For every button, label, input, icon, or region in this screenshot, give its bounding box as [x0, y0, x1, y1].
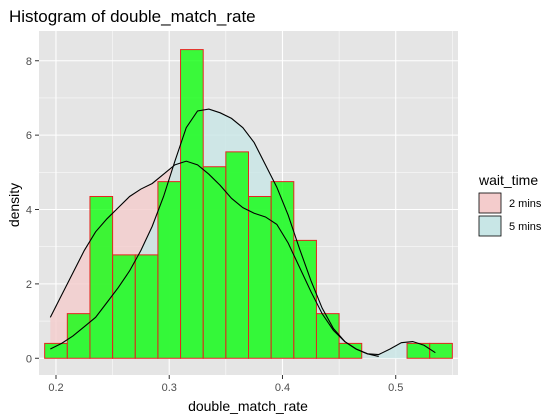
chart-title: Histogram of double_match_rate	[9, 7, 256, 26]
histogram-bar	[134, 254, 159, 359]
y-tick-label: 0	[26, 353, 32, 365]
histogram-bar	[202, 166, 227, 359]
x-tick-label: 0.3	[162, 382, 177, 394]
histogram-bars	[44, 49, 453, 359]
y-tick-label: 6	[26, 130, 32, 142]
density-line-2-mins	[49, 160, 379, 357]
x-tick-label: 0.4	[275, 382, 290, 394]
histogram-bar	[406, 342, 431, 359]
density-line-5-mins	[50, 108, 436, 356]
y-axis: 0 2 4 6 8	[26, 56, 39, 365]
legend-title: wait_time	[478, 172, 538, 188]
histogram-bar	[315, 313, 340, 359]
histogram-bar	[248, 195, 272, 359]
y-tick-label: 4	[26, 205, 32, 217]
histogram-bar	[225, 151, 250, 359]
histogram-bar	[293, 239, 317, 359]
histogram-bar	[66, 313, 91, 359]
x-axis-title: double_match_rate	[188, 398, 308, 414]
legend: wait_time 2 mins 5 mins	[478, 172, 542, 237]
density-lines	[49, 108, 436, 357]
legend-label-5-mins: 5 mins	[509, 221, 542, 233]
x-tick-label: 0.5	[388, 382, 403, 394]
x-axis: 0.2 0.3 0.4 0.5	[48, 375, 403, 394]
legend-key-2-mins	[478, 192, 502, 214]
histogram-bar	[429, 342, 453, 359]
x-tick-label: 0.2	[48, 382, 63, 394]
histogram-bar	[180, 49, 204, 359]
legend-key-5-mins	[478, 215, 502, 237]
histogram-bar	[157, 181, 182, 359]
histogram-bar	[112, 254, 136, 359]
histogram-bar	[270, 181, 295, 359]
histogram-bar	[89, 195, 114, 359]
y-axis-title: density	[6, 183, 22, 227]
y-tick-label: 8	[26, 56, 32, 68]
y-tick-label: 2	[26, 279, 32, 291]
legend-label-2-mins: 2 mins	[509, 198, 542, 210]
